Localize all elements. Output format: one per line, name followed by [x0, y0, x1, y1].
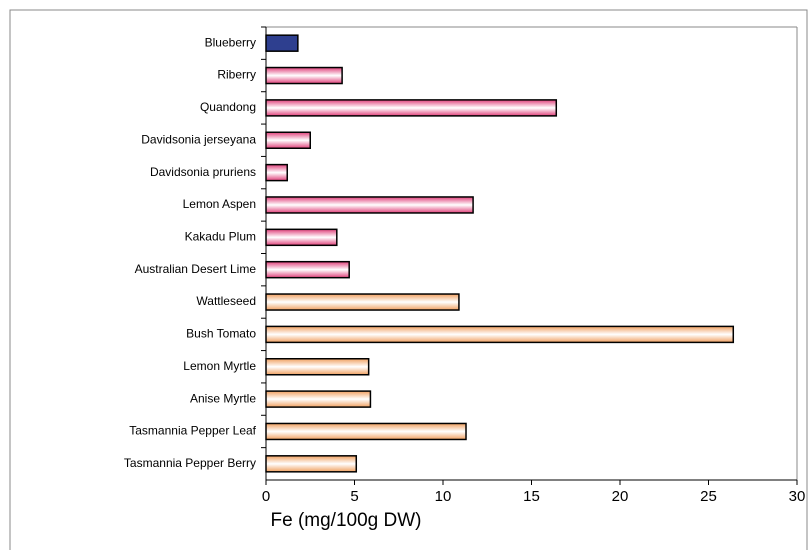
bar — [265, 260, 350, 279]
x-tick-label: 15 — [523, 488, 540, 505]
x-tick-label: 30 — [789, 488, 806, 505]
bar — [265, 390, 372, 408]
y-tick-label: Davidsonia pruriens — [150, 165, 256, 179]
x-tick-label: 0 — [262, 488, 270, 505]
bar — [265, 196, 474, 214]
bar — [265, 66, 343, 85]
y-tick-label: Riberry — [217, 68, 256, 82]
y-tick-label: Kakadu Plum — [185, 229, 256, 243]
x-tick-label: 10 — [435, 488, 452, 505]
x-tick-label: 5 — [350, 488, 358, 505]
y-tick-label: Lemon Aspen — [183, 197, 256, 211]
bar — [265, 131, 311, 149]
y-tick-label: Australian Desert Lime — [135, 262, 257, 276]
bar — [265, 99, 558, 117]
y-tick-label: Lemon Myrtle — [183, 359, 256, 373]
y-tick-label: Wattleseed — [196, 294, 256, 308]
bar — [265, 293, 460, 311]
bar — [265, 228, 338, 247]
x-axis-title: Fe (mg/100g DW) — [271, 510, 422, 531]
bar — [265, 34, 299, 52]
bar — [265, 163, 288, 182]
y-tick-label: Tasmannia Pepper Leaf — [129, 424, 256, 438]
y-tick-label: Bush Tomato — [186, 327, 256, 341]
y-tick-label: Tasmannia Pepper Berry — [124, 456, 256, 470]
bar — [265, 358, 370, 376]
bar — [265, 455, 358, 473]
y-tick-label: Quandong — [200, 100, 256, 114]
bar — [265, 325, 735, 344]
chart-frame — [9, 9, 808, 555]
y-tick-label: Blueberry — [205, 35, 256, 49]
x-tick-label: 20 — [612, 488, 629, 505]
y-tick-label: Davidsonia jerseyana — [141, 132, 256, 146]
bar — [265, 422, 467, 441]
y-tick-label: Anise Myrtle — [190, 391, 256, 405]
x-tick-label: 25 — [700, 488, 717, 505]
